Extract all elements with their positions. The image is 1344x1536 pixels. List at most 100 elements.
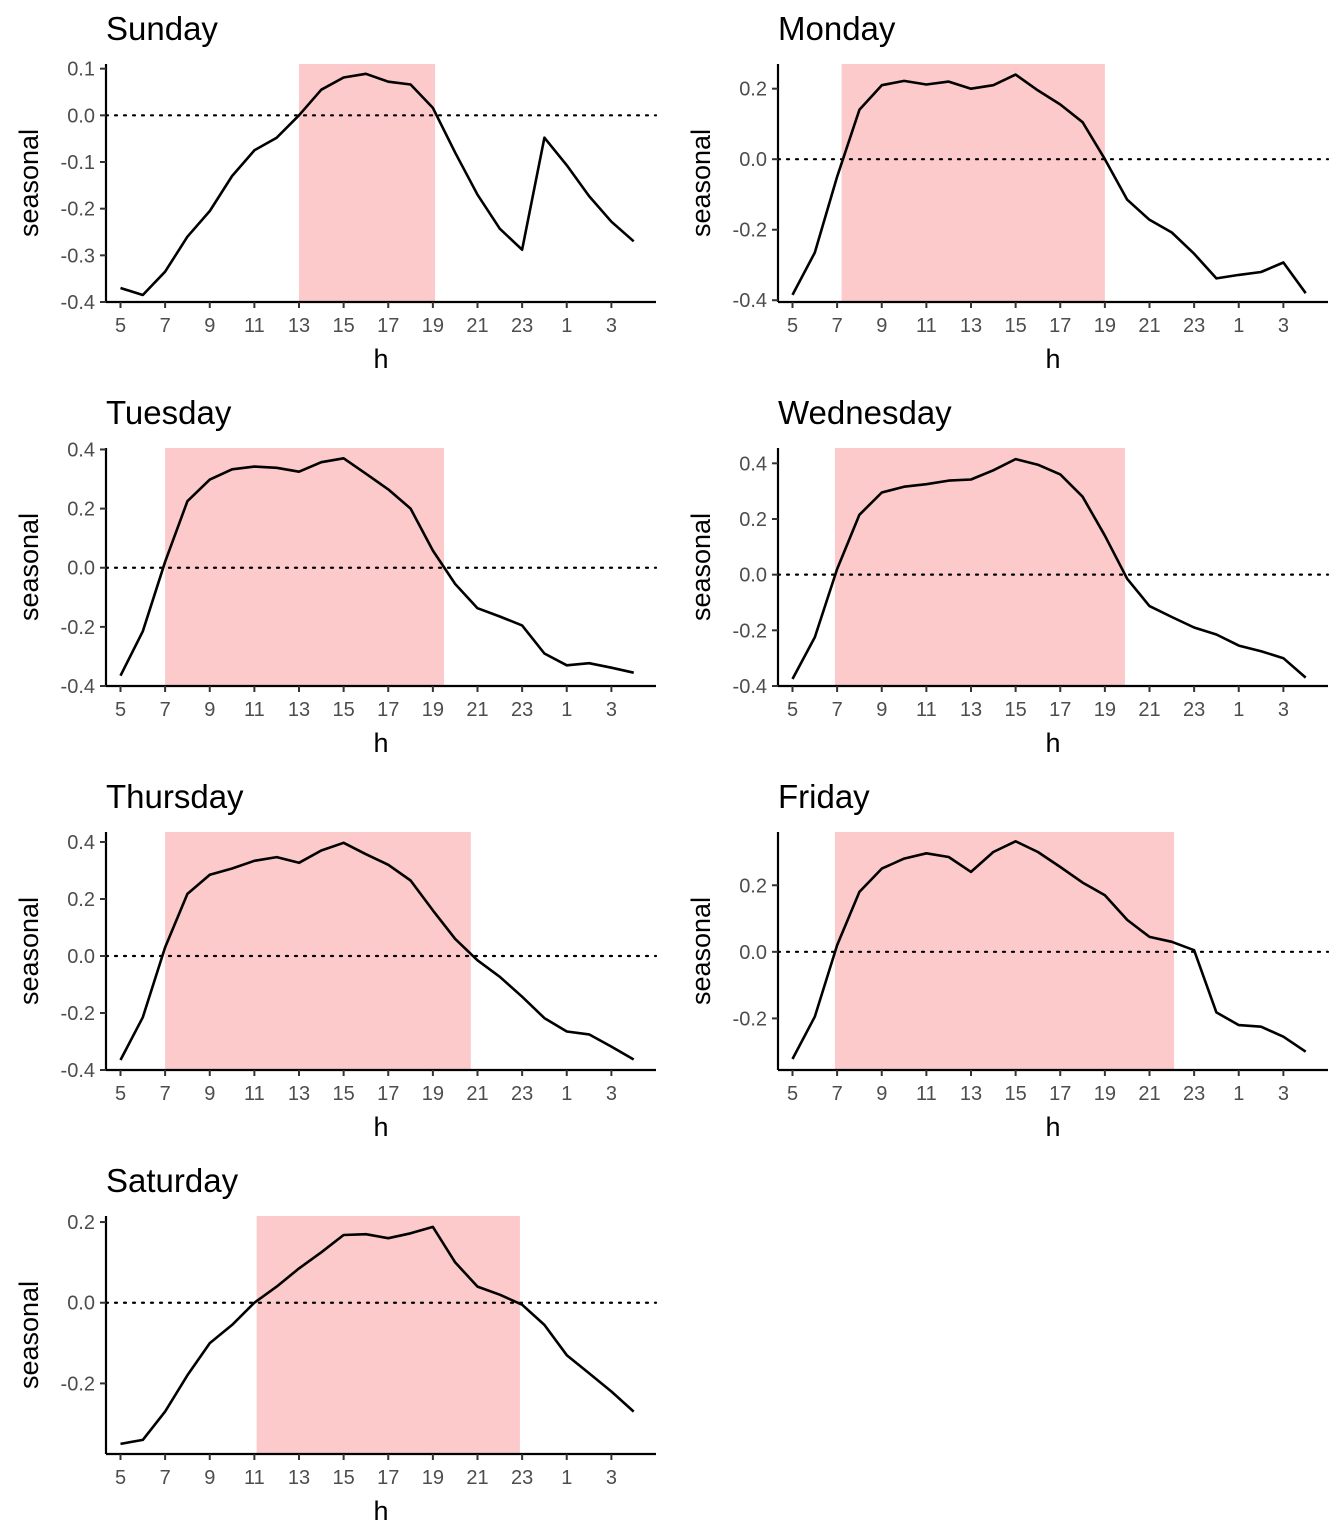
x-tick-label: 23 (511, 699, 533, 721)
x-tick-label: 9 (876, 1083, 887, 1105)
y-axis-title: seasonal (686, 897, 716, 1005)
panel-title: Thursday (106, 778, 244, 815)
y-axis-title: seasonal (686, 513, 716, 621)
x-tick-label: 1 (561, 699, 572, 721)
x-tick-label: 21 (1138, 315, 1160, 337)
panel-title: Monday (778, 10, 896, 47)
x-tick-label: 3 (606, 699, 617, 721)
x-tick-label: 23 (511, 1083, 533, 1105)
x-tick-label: 19 (422, 1467, 444, 1489)
panel-title: Saturday (106, 1162, 239, 1199)
x-tick-label: 13 (960, 315, 982, 337)
y-tick-label: 0.2 (67, 499, 95, 521)
y-tick-label: -0.4 (61, 676, 95, 698)
panel-title: Tuesday (106, 394, 232, 431)
panel-title: Wednesday (778, 394, 952, 431)
y-tick-label: -0.4 (733, 290, 767, 312)
x-tick-label: 17 (377, 315, 399, 337)
x-tick-label: 7 (160, 1083, 171, 1105)
x-tick-label: 1 (561, 315, 572, 337)
x-tick-label: 17 (377, 1467, 399, 1489)
x-tick-label: 17 (1049, 315, 1071, 337)
x-tick-label: 3 (606, 315, 617, 337)
x-tick-label: 3 (606, 1467, 617, 1489)
x-axis-title: h (1045, 728, 1060, 758)
x-tick-label: 9 (204, 1083, 215, 1105)
seasonal-series-line (120, 72, 635, 297)
x-tick-label: 7 (160, 315, 171, 337)
x-tick-label: 13 (960, 699, 982, 721)
x-tick-label: 3 (1278, 315, 1289, 337)
facet-panel-saturday: Saturday-0.20.00.25 7 9 11 13 15 17 19 21 23 1 3hse… (14, 1162, 658, 1526)
y-tick-label: -0.2 (733, 220, 767, 242)
y-tick-label: 0.0 (67, 1293, 95, 1315)
y-tick-label: -0.2 (733, 1008, 767, 1030)
x-tick-label: 5 (115, 699, 126, 721)
x-tick-label: 1 (1233, 315, 1244, 337)
highlight-band (165, 832, 471, 1070)
y-tick-label: 0.0 (739, 149, 767, 171)
x-tick-label: 15 (333, 1083, 355, 1105)
y-tick-label: -0.4 (61, 1060, 95, 1082)
x-tick-label: 21 (466, 699, 488, 721)
y-tick-label: 0.0 (67, 946, 95, 968)
x-tick-label: 11 (244, 315, 265, 337)
y-tick-label: -0.2 (61, 1373, 95, 1395)
x-tick-label: 7 (832, 699, 843, 721)
y-axis-title: seasonal (14, 513, 44, 621)
x-tick-label: 19 (1094, 699, 1116, 721)
x-tick-label: 7 (832, 1083, 843, 1105)
x-tick-label: 1 (561, 1467, 572, 1489)
y-tick-label: 0.0 (67, 558, 95, 580)
x-tick-label: 21 (1138, 1083, 1160, 1105)
panel-title: Sunday (106, 10, 218, 47)
x-tick-label: 19 (1094, 1083, 1116, 1105)
x-tick-label: 9 (204, 1467, 215, 1489)
seasonal-series-line (791, 73, 1307, 296)
x-axis-title: h (373, 728, 388, 758)
y-axis-title: seasonal (14, 1281, 44, 1389)
x-tick-label: 7 (160, 1467, 171, 1489)
x-tick-label: 23 (1183, 1083, 1205, 1105)
y-tick-label: 0.0 (739, 942, 767, 964)
y-tick-label: -0.4 (733, 676, 767, 698)
highlight-band (841, 64, 1105, 302)
x-tick-label: 19 (422, 315, 444, 337)
x-tick-label: 15 (1005, 1083, 1027, 1105)
x-tick-label: 3 (606, 1083, 617, 1105)
facet-panel-thursday: Thursday-0.4-0.20.00.20.45 7 9 11 13 15 17 19 21… (14, 778, 658, 1142)
x-tick-label: 9 (204, 699, 215, 721)
x-tick-label: 9 (876, 315, 887, 337)
x-tick-label: 11 (916, 1083, 937, 1105)
x-tick-label: 13 (288, 315, 310, 337)
x-tick-label: 3 (1278, 699, 1289, 721)
y-tick-label: 0.4 (739, 453, 767, 475)
x-tick-label: 3 (1278, 1083, 1289, 1105)
y-tick-label: -0.2 (61, 1003, 95, 1025)
seasonal-series-line (791, 839, 1307, 1060)
x-tick-label: 13 (288, 1083, 310, 1105)
x-tick-label: 19 (1094, 315, 1116, 337)
x-axis-title: h (373, 344, 388, 374)
x-tick-label: 5 (787, 315, 798, 337)
x-axis-title: h (1045, 1112, 1060, 1142)
y-tick-label: 0.2 (67, 889, 95, 911)
x-tick-label: 13 (288, 699, 310, 721)
y-axis-title: seasonal (686, 129, 716, 237)
x-tick-label: 1 (561, 1083, 572, 1105)
seasonal-series-line (119, 841, 635, 1061)
facet-panel-tuesday: Tuesday-0.4-0.20.00.20.45 7 9 11 13 15 17 19 21 2… (14, 394, 658, 758)
y-tick-label: -0.2 (61, 199, 95, 221)
x-tick-label: 21 (1138, 699, 1160, 721)
x-tick-label: 19 (422, 699, 444, 721)
y-tick-label: 0.0 (67, 105, 95, 127)
x-tick-label: 21 (466, 315, 488, 337)
facet-panel-monday: Monday-0.4-0.20.00.25 7 9 11 13 15 17 19 21 23 1 3h… (686, 10, 1330, 374)
seasonal-series-line (119, 456, 634, 677)
x-tick-label: 7 (832, 315, 843, 337)
facet-panel-sunday: Sunday-0.4-0.3-0.2-0.10.00.15 7 9 11 13 15 17 1… (14, 10, 658, 374)
seasonal-series-line (791, 457, 1307, 680)
x-tick-label: 11 (916, 699, 937, 721)
highlight-band (299, 64, 436, 302)
